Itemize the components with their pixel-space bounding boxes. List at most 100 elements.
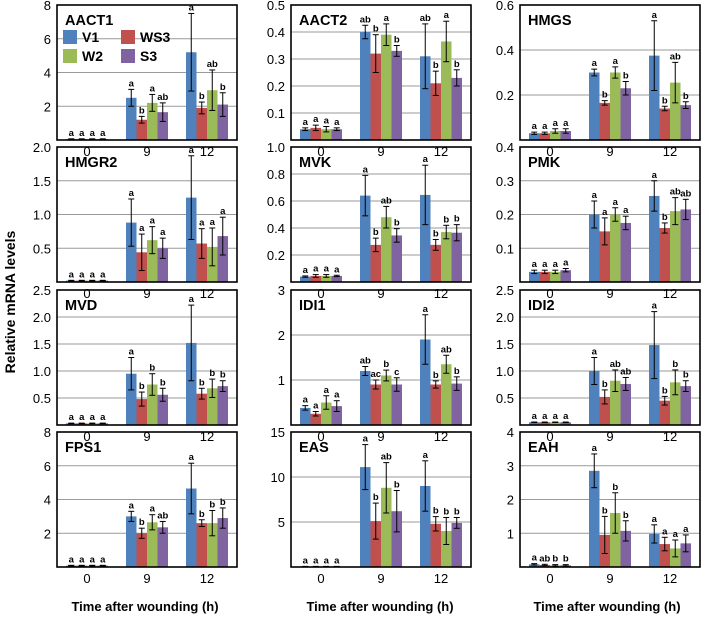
- x-tick-label: 0: [317, 571, 324, 586]
- significance-letter: b: [602, 379, 608, 390]
- significance-letter: a: [652, 170, 658, 181]
- significance-letter: a: [69, 128, 75, 139]
- x-tick-label: 9: [377, 286, 384, 301]
- significance-letter: a: [673, 529, 679, 540]
- x-tick-label: 9: [606, 286, 613, 301]
- bar-ws3: [310, 127, 321, 140]
- significance-letter: b: [139, 517, 145, 528]
- significance-letter: c: [394, 367, 399, 378]
- y-tick-label: 2.0: [496, 310, 514, 325]
- bar-s3: [620, 383, 631, 425]
- y-tick-label: 2: [44, 526, 51, 541]
- y-tick-label: 1.0: [267, 140, 285, 155]
- significance-letter: a: [334, 117, 340, 128]
- bar-w2: [610, 380, 621, 425]
- significance-letter: b: [672, 359, 678, 370]
- bar-s3: [680, 105, 691, 140]
- bar-v1: [420, 486, 431, 567]
- panel-frame: [56, 146, 238, 283]
- x-tick-label: 0: [83, 144, 90, 159]
- bar-w2: [670, 82, 681, 140]
- bar-w2: [207, 523, 218, 567]
- significance-letter: b: [433, 370, 439, 381]
- significance-letter: a: [623, 205, 629, 216]
- significance-letter: a: [613, 197, 619, 208]
- bar-ws3: [370, 384, 381, 425]
- bar-s3: [217, 386, 228, 425]
- x-tick-label: 9: [606, 144, 613, 159]
- significance-letter: b: [662, 212, 668, 223]
- bar-ws3: [196, 107, 207, 140]
- significance-letter: a: [69, 412, 75, 423]
- x-tick-label: 12: [663, 571, 677, 586]
- bar-ws3: [539, 271, 550, 282]
- significance-letter: a: [324, 555, 330, 566]
- panel-frame: [290, 431, 472, 568]
- bar-s3: [391, 235, 402, 282]
- significance-letter: a: [129, 188, 135, 199]
- significance-letter: ab: [680, 188, 691, 199]
- x-tick-label: 9: [377, 429, 384, 444]
- bar-s3: [97, 423, 108, 425]
- significance-letter: b: [373, 24, 379, 35]
- significance-letter: a: [652, 301, 658, 312]
- y-tick-label: 1: [278, 373, 285, 388]
- significance-letter: a: [303, 555, 309, 566]
- bar-v1: [360, 371, 371, 425]
- y-tick-label: 1.5: [33, 337, 51, 352]
- significance-letter: a: [602, 207, 608, 218]
- bar-w2: [381, 217, 392, 282]
- panel-frame: [519, 4, 701, 141]
- bar-w2: [321, 275, 332, 282]
- significance-letter: a: [613, 56, 619, 67]
- legend-label-ws3: WS3: [140, 29, 171, 45]
- significance-letter: a: [100, 269, 106, 280]
- bar-v1: [300, 407, 311, 425]
- bar-v1: [420, 339, 431, 425]
- y-tick-label: 0.4: [496, 140, 514, 155]
- panel-frame: [290, 4, 472, 141]
- bar-ws3: [196, 243, 207, 282]
- y-tick-label: 0.4: [267, 221, 285, 236]
- y-tick-label: 0.5: [267, 0, 285, 13]
- significance-letter: a: [423, 450, 429, 461]
- x-tick-label: 12: [200, 571, 214, 586]
- y-tick-label: 8: [44, 425, 51, 440]
- bar-v1: [589, 72, 600, 140]
- significance-letter: b: [220, 370, 226, 381]
- significance-letter: b: [563, 554, 569, 565]
- bar-w2: [550, 271, 561, 282]
- panel-title: FPS1: [65, 440, 101, 456]
- significance-letter: a: [542, 121, 548, 132]
- y-tick-label: 1.0: [33, 364, 51, 379]
- significance-letter: a: [324, 385, 330, 396]
- y-tick-label: 1.0: [33, 208, 51, 223]
- bar-w2: [610, 72, 621, 140]
- significance-letter: ab: [420, 13, 431, 24]
- significance-letter: a: [313, 401, 319, 412]
- significance-letter: a: [532, 411, 538, 422]
- significance-letter: b: [433, 506, 439, 517]
- bar-s3: [331, 406, 342, 425]
- significance-letter: a: [553, 118, 559, 129]
- significance-letter: b: [443, 507, 449, 518]
- bar-s3: [451, 77, 462, 140]
- x-tick-label: 9: [377, 571, 384, 586]
- significance-letter: a: [303, 117, 309, 128]
- significance-letter: a: [79, 412, 85, 423]
- bar-ws3: [370, 244, 381, 282]
- x-tick-label: 0: [83, 571, 90, 586]
- panel-frame: [290, 146, 472, 283]
- bar-w2: [610, 214, 621, 282]
- x-tick-label: 0: [83, 286, 90, 301]
- x-tick-label: 9: [606, 571, 613, 586]
- y-tick-label: 0.5: [33, 391, 51, 406]
- significance-letter: b: [454, 59, 460, 70]
- bar-v1: [186, 52, 197, 140]
- significance-letter: ab: [360, 356, 371, 367]
- significance-letter: b: [602, 90, 608, 101]
- significance-letter: ab: [157, 510, 168, 521]
- significance-letter: b: [683, 91, 689, 102]
- bar-s3: [560, 131, 571, 140]
